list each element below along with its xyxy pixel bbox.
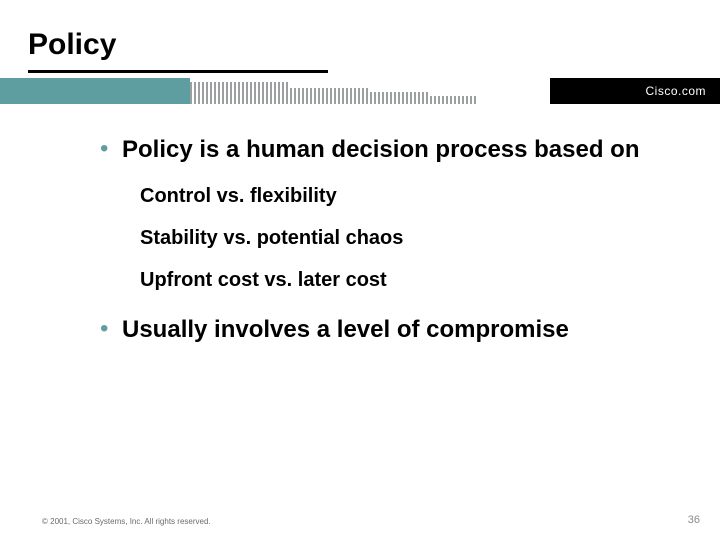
- banner-teal-block: [0, 78, 190, 104]
- banner-ticks: [190, 78, 540, 104]
- bullet-text: Policy is a human decision process based…: [122, 135, 670, 165]
- footer: © 2001, Cisco Systems, Inc. All rights r…: [42, 514, 700, 526]
- banner-right-text: Cisco.com: [645, 84, 706, 98]
- bullet-item: Usually involves a level of compromise: [100, 315, 670, 345]
- page-number: 36: [688, 514, 700, 526]
- slide: Policy Cisco.com Policy is a human decis…: [0, 0, 720, 540]
- slide-body: Policy is a human decision process based…: [0, 135, 720, 363]
- sub-bullet: Stability vs. potential chaos: [140, 225, 670, 251]
- title-area: Policy: [28, 28, 116, 62]
- bullet-item: Policy is a human decision process based…: [100, 135, 670, 165]
- banner-right: Cisco.com: [550, 78, 720, 104]
- slide-title: Policy: [28, 28, 116, 62]
- bullet-text: Usually involves a level of compromise: [122, 315, 670, 345]
- title-underline: [28, 70, 328, 73]
- sub-bullet: Control vs. flexibility: [140, 183, 670, 209]
- copyright-text: © 2001, Cisco Systems, Inc. All rights r…: [42, 517, 211, 526]
- sub-bullet: Upfront cost vs. later cost: [140, 267, 670, 293]
- banner: Cisco.com: [0, 78, 720, 104]
- sub-bullet-group: Control vs. flexibility Stability vs. po…: [100, 183, 670, 293]
